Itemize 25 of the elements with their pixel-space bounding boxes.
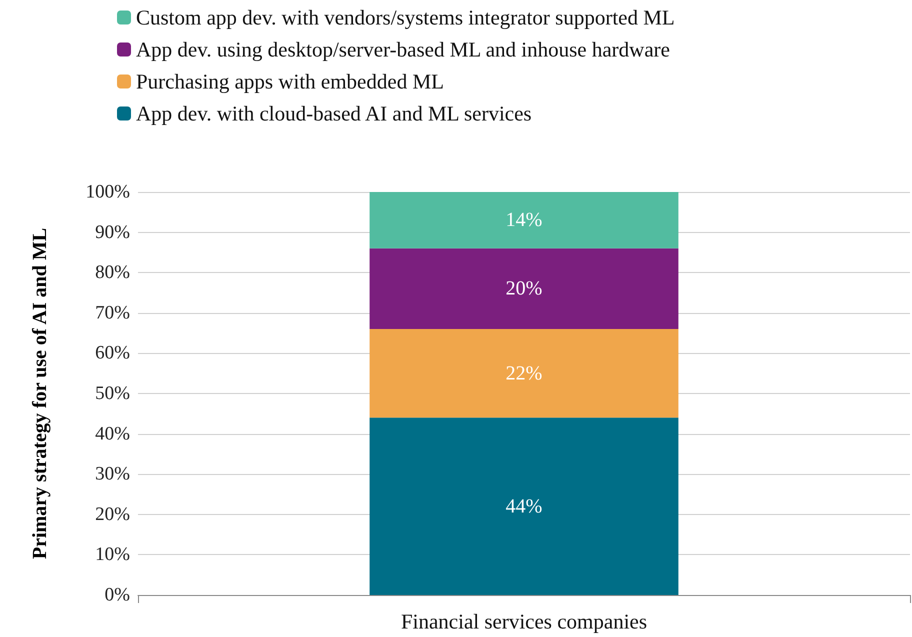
y-tick-label: 100% xyxy=(86,182,130,202)
legend-label: App dev. using desktop/server-based ML and inhouse hardware xyxy=(136,38,670,62)
y-tick-label: 60% xyxy=(95,342,130,364)
legend-label: Custom app dev. with vendors/systems integrator supported ML xyxy=(136,6,675,30)
y-axis-title: Primary strategy for use of AI and ML xyxy=(29,228,51,560)
y-tick-label: 50% xyxy=(95,383,130,404)
x-tick-label: Financial services companies xyxy=(400,610,648,634)
data-label: 44% xyxy=(506,495,542,518)
y-tick-label: 80% xyxy=(95,262,130,284)
data-label: 20% xyxy=(506,278,542,300)
bar xyxy=(370,192,678,248)
y-tick-label: 90% xyxy=(95,222,130,243)
y-tick-label: 0% xyxy=(104,584,130,606)
legend-label: App dev. with cloud-based AI and ML services xyxy=(136,102,532,126)
bar xyxy=(370,248,678,330)
data-label: 22% xyxy=(506,362,542,384)
data-label: 14% xyxy=(506,209,542,232)
y-tick-label: 30% xyxy=(95,464,130,485)
y-tick-label: 70% xyxy=(95,302,130,324)
legend-label: Purchasing apps with embedded ML xyxy=(136,70,444,94)
bar xyxy=(370,418,678,595)
y-tick-label: 40% xyxy=(95,423,130,444)
y-tick-label: 20% xyxy=(95,504,130,525)
bar xyxy=(370,329,678,418)
y-tick-label: 10% xyxy=(95,544,130,566)
